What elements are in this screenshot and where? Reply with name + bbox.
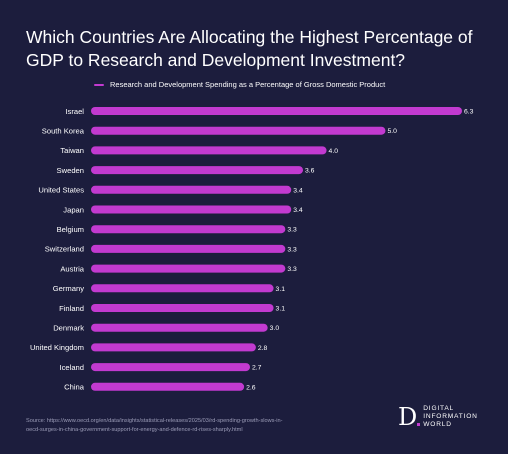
brand-text: DIGITAL INFORMATION WORLD [423,405,477,429]
bar [91,244,286,253]
bar [91,205,292,214]
category-label: Austria [60,264,84,273]
brand-mark-dot [417,423,421,426]
bar [91,264,286,273]
bar [91,185,292,194]
brand-line-2: INFORMATION [423,413,478,420]
category-label: Denmark [53,324,84,333]
bar [91,126,386,135]
value-label: 3.4 [293,187,303,194]
brand-logo: D DIGITAL INFORMATION WORLD [398,405,478,429]
value-label: 3.3 [287,227,297,234]
brand-mark-icon: D [398,403,421,431]
category-label: Taiwan [60,146,84,155]
brand-mark-letter: D [398,403,418,431]
category-label: Iceland [60,363,85,372]
bar [91,304,274,312]
source-line-1: Source: https://www.oecd.org/en/data/ins… [26,418,283,424]
category-label: Japan [63,205,84,214]
brand-line-3: WORLD [423,421,452,428]
value-label: 5.0 [387,128,397,135]
value-label: 3.3 [287,266,297,273]
category-label: Germany [53,284,84,293]
bar [91,343,256,352]
bar [91,382,245,391]
legend: Research and Development Spending as a P… [94,80,385,89]
category-label: United Kingdom [30,343,84,352]
category-label: Sweden [57,166,84,175]
value-label: 3.4 [293,207,303,214]
category-label: Belgium [57,225,84,234]
bar [91,284,274,293]
source-note: Source: https://www.oecd.org/en/data/ins… [26,417,386,435]
category-label: Switzerland [45,245,84,254]
bar [91,363,250,372]
category-label: Finland [59,304,84,313]
value-label: 3.1 [276,306,286,313]
category-label: South Korea [42,127,85,136]
legend-swatch [94,83,104,86]
value-label: 3.1 [276,286,286,293]
brand-line-1: DIGITAL [423,405,455,412]
legend-label: Research and Development Spending as a P… [110,80,386,89]
bars-layer: Israel 6.3 South Korea 5.0 Taiwan 4.0 Sweden 3.… [30,107,474,392]
bar [91,146,327,155]
value-label: 6.3 [464,109,474,116]
value-label: 4.0 [329,148,339,155]
source-line-2: oecd-surges-in-china-government-support-… [26,427,243,433]
bar [91,225,286,234]
bar [91,323,268,332]
category-label: China [64,383,85,392]
value-label: 3.0 [270,325,280,332]
category-label: Israel [65,107,84,116]
chart-title: Which Countries Are Allocating the Highe… [26,27,473,70]
value-label: 2.8 [258,345,268,352]
bar [91,166,303,175]
value-label: 2.7 [252,365,262,372]
bar [91,107,462,115]
value-label: 3.6 [305,168,315,175]
value-label: 2.6 [246,384,256,391]
value-label: 3.3 [287,246,297,253]
category-label: United States [38,186,84,195]
